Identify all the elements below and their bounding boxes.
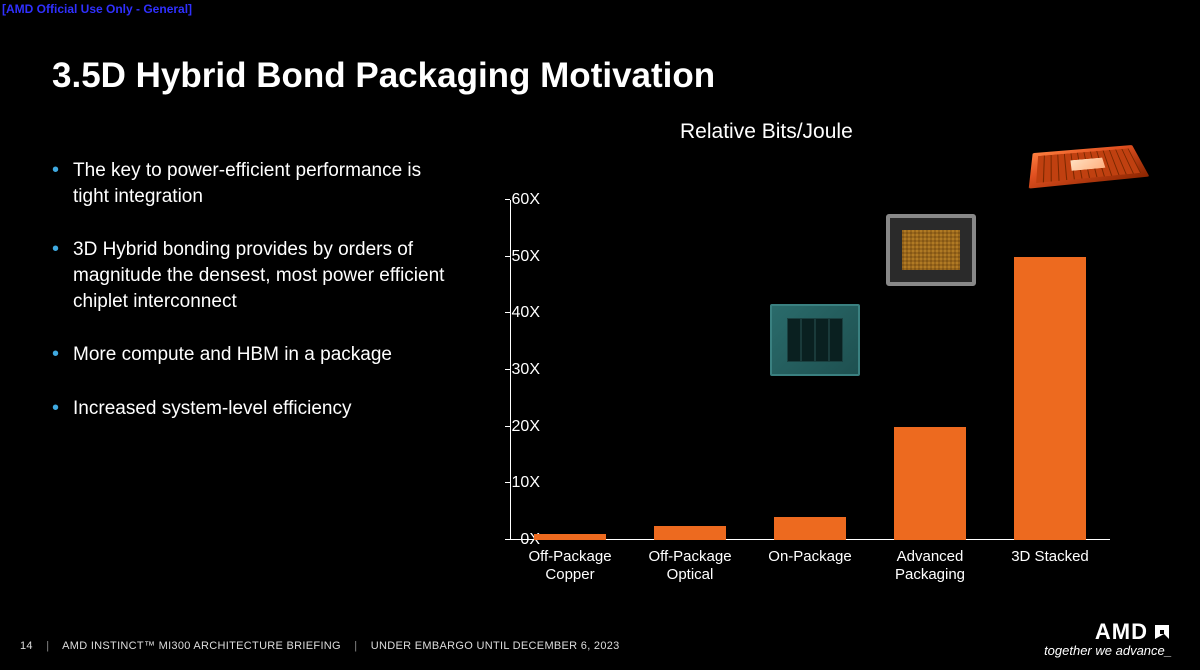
bar (894, 427, 966, 540)
chart-title: Relative Bits/Joule (680, 120, 853, 144)
bar (654, 526, 726, 540)
footer-text-2: UNDER EMBARGO UNTIL DECEMBER 6, 2023 (371, 640, 620, 652)
bullet-dot-icon: • (52, 342, 59, 367)
x-tick-label: On-Package (750, 548, 870, 566)
bullet-item: • 3D Hybrid bonding provides by orders o… (52, 237, 452, 314)
bullet-text: Increased system-level efficiency (73, 396, 351, 422)
footer: 14 | AMD INSTINCT™ MI300 ARCHITECTURE BR… (20, 640, 620, 652)
bar-column: Off-PackageCopper (510, 200, 630, 540)
brand-logo-text: AMD (1095, 619, 1148, 645)
footer-separator: | (354, 640, 357, 652)
brand-block: AMD together we advance_ (1044, 619, 1172, 658)
bullet-dot-icon: • (52, 396, 59, 421)
bullet-dot-icon: • (52, 158, 59, 183)
bullet-item: • The key to power-efficient performance… (52, 158, 452, 209)
brand-logo: AMD (1044, 619, 1172, 645)
x-tick-label: Off-PackageCopper (510, 548, 630, 584)
bullet-text: The key to power-efficient performance i… (73, 158, 452, 209)
bullet-text: 3D Hybrid bonding provides by orders of … (73, 237, 452, 314)
bar-chart: Relative Bits/Joule 0X10X20X30X40X50X60X… (470, 120, 1170, 590)
bar (774, 517, 846, 540)
advanced-packaging-chip-icon (886, 214, 976, 286)
bullet-item: • More compute and HBM in a package (52, 342, 452, 368)
bullet-text: More compute and HBM in a package (73, 342, 392, 368)
bullet-item: • Increased system-level efficiency (52, 396, 452, 422)
x-tick-label: 3D Stacked (990, 548, 1110, 566)
brand-tagline: together we advance_ (1044, 643, 1172, 658)
x-tick-label: AdvancedPackaging (870, 548, 990, 584)
bar (1014, 257, 1086, 540)
classification-label: [AMD Official Use Only - General] (2, 2, 192, 16)
bullet-dot-icon: • (52, 237, 59, 262)
footer-text-1: AMD INSTINCT™ MI300 ARCHITECTURE BRIEFIN… (62, 640, 341, 652)
bar-column: Off-PackageOptical (630, 200, 750, 540)
page-number: 14 (20, 640, 33, 652)
footer-separator: | (46, 640, 49, 652)
x-tick-label: Off-PackageOptical (630, 548, 750, 584)
bar-column: 3D Stacked (990, 200, 1110, 540)
slide-title: 3.5D Hybrid Bond Packaging Motivation (52, 56, 715, 96)
bullet-list: • The key to power-efficient performance… (52, 158, 452, 449)
bar (534, 534, 606, 540)
brand-arrow-icon (1152, 622, 1172, 642)
on-package-chip-icon (770, 304, 860, 376)
